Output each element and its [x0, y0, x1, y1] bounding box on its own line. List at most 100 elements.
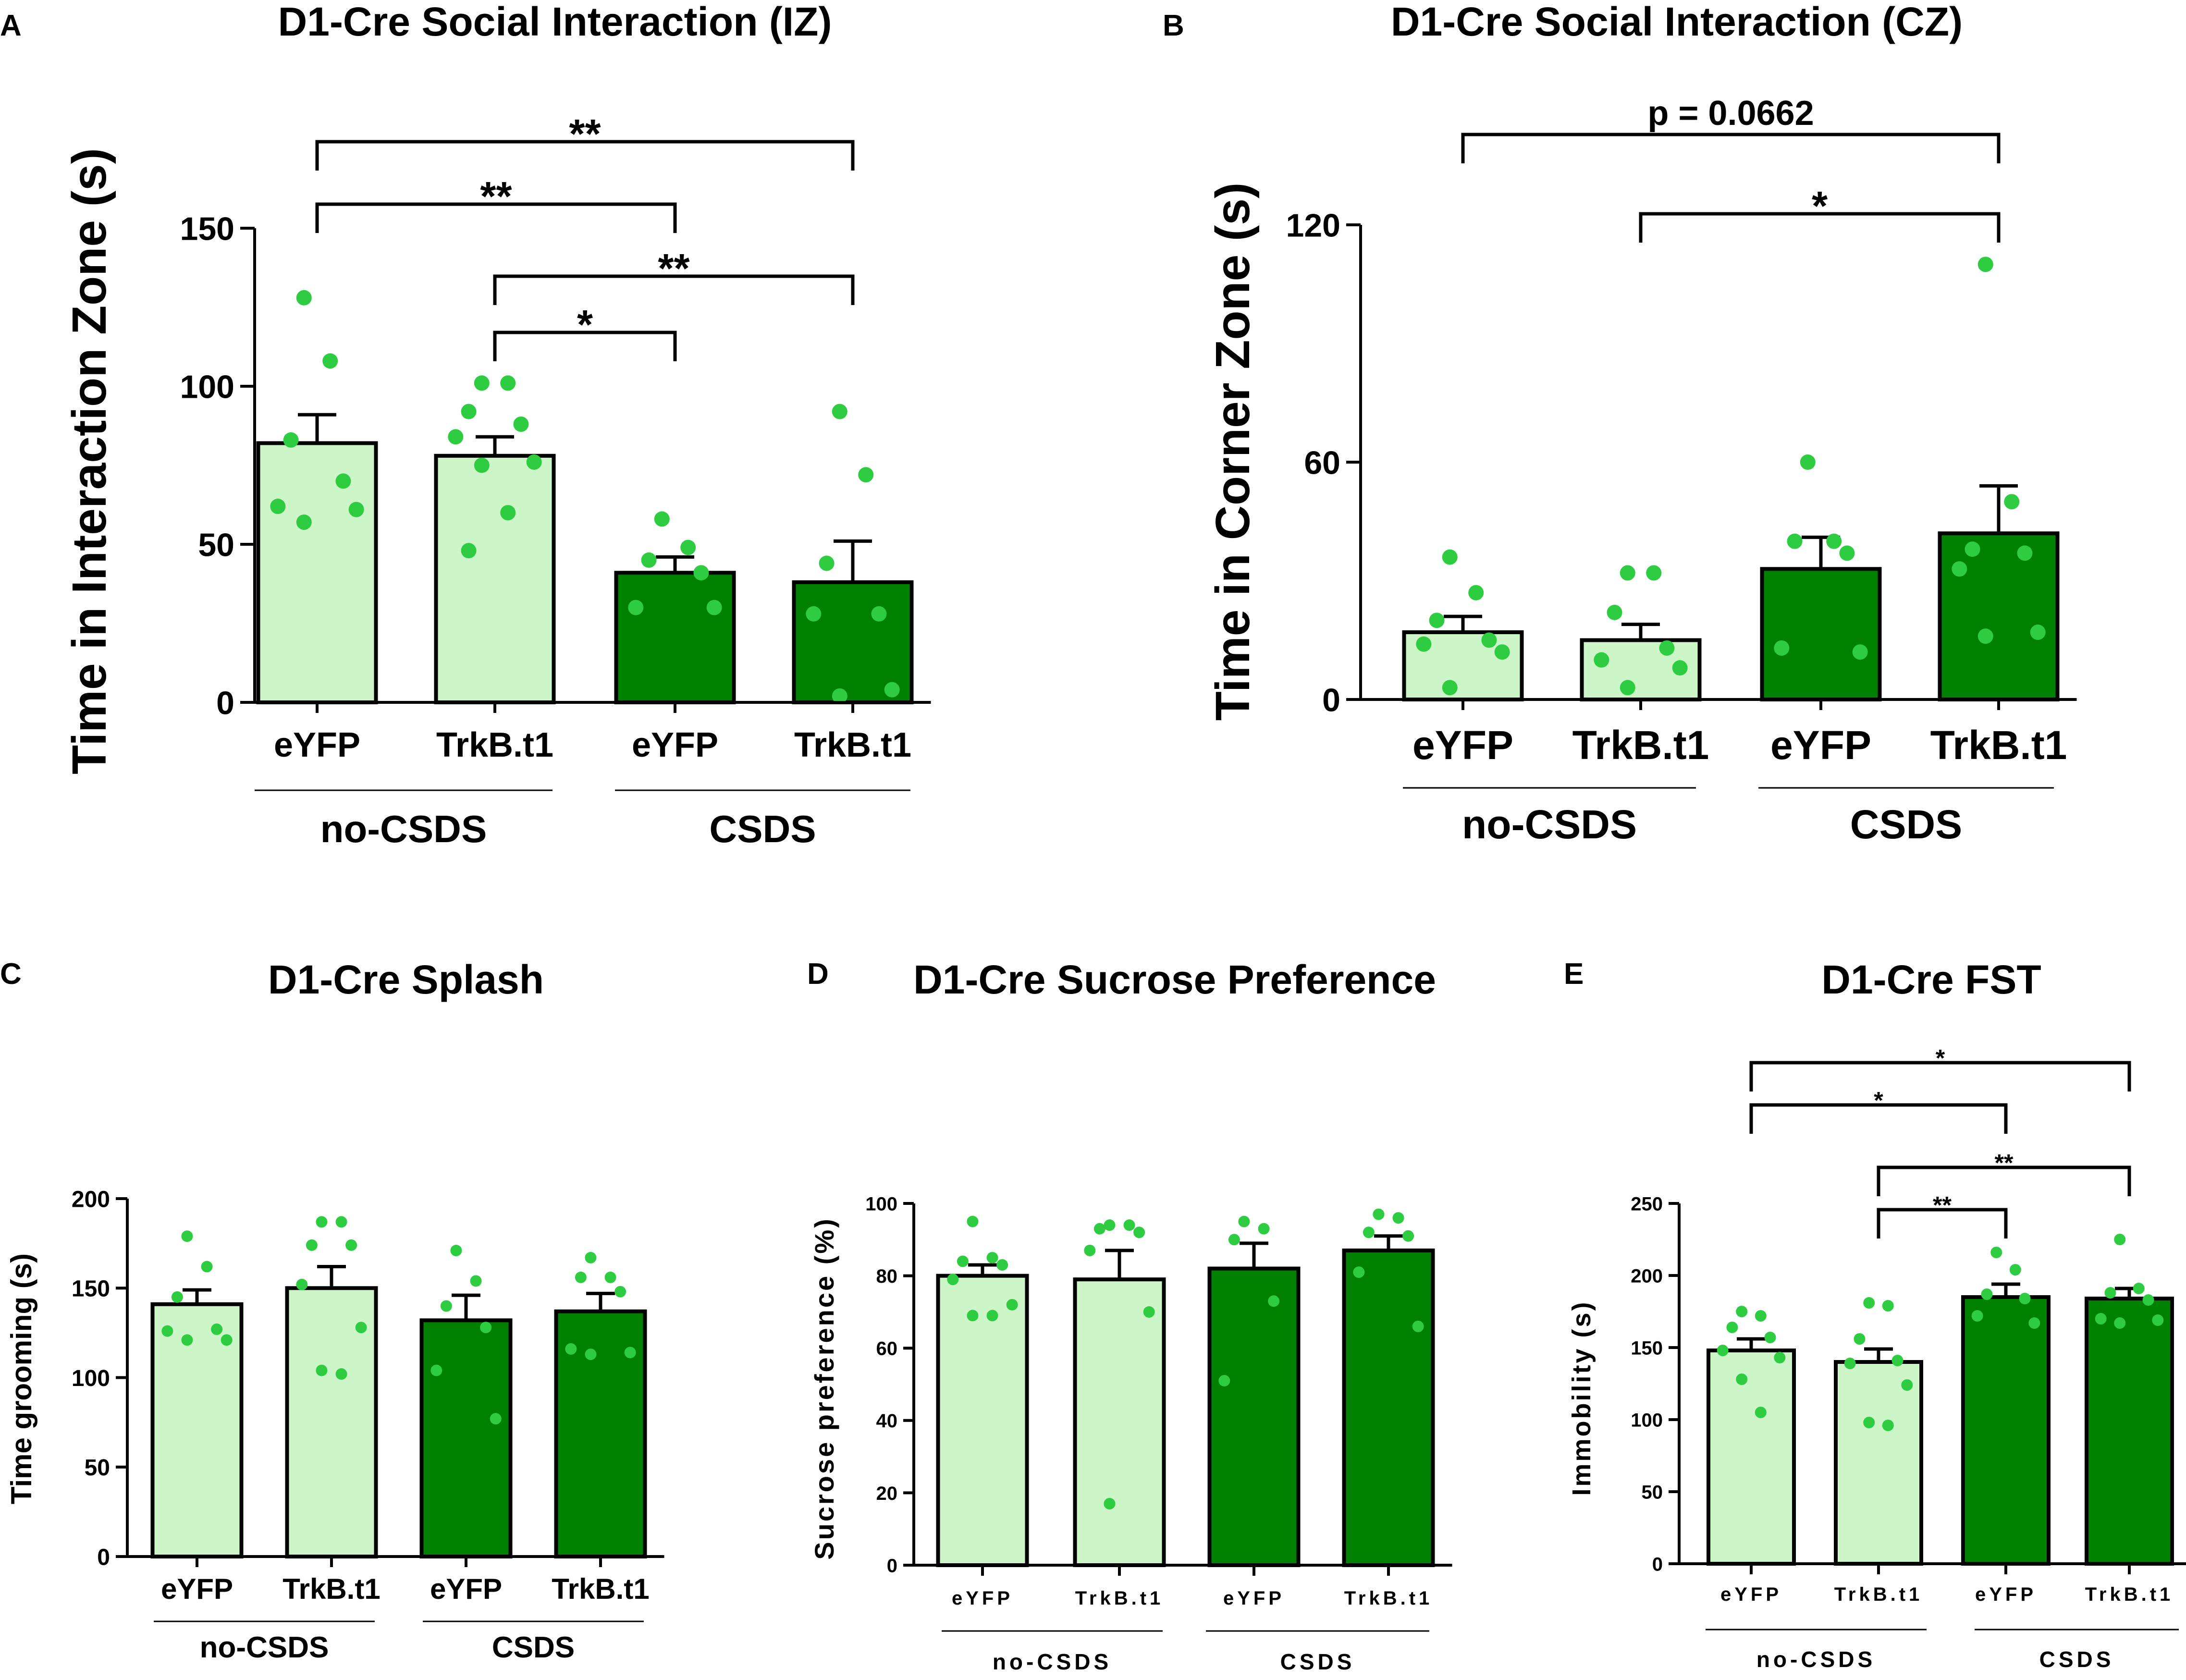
panel-d-title: D1-Cre Sucrose Preference: [913, 957, 1436, 1002]
panel-c-dot: [296, 1278, 308, 1290]
panel-e-dot: [2142, 1294, 2154, 1306]
panel-b-category-label: TrkB.t1: [1572, 723, 1709, 768]
panel-c-dot: [316, 1216, 328, 1228]
panel-e-dot: [1844, 1358, 1856, 1369]
panel-b-dot: [1977, 257, 1993, 272]
panel-b-dot: [1481, 632, 1497, 648]
panel-a-significance-bracket: [315, 202, 677, 233]
panel-d-dot: [1104, 1219, 1116, 1231]
panel-d-bar-3: [1207, 1266, 1301, 1568]
panel-d-dot: [957, 1255, 969, 1267]
panel-c-y-tick-label: 0: [97, 1545, 110, 1570]
panel-a-bar-2: [434, 454, 556, 704]
panel-e-ylabel: Immobility (s): [1567, 1300, 1596, 1496]
panel-a-dot: [628, 600, 644, 615]
panel-e-bar-1: [1707, 1349, 1796, 1566]
panel-c-dot: [490, 1413, 502, 1425]
panel-a-errorbar-4: [834, 539, 872, 582]
panel-e-dot: [1755, 1407, 1767, 1418]
panel-e-dot: [2114, 1234, 2126, 1245]
panel-e-category-label: eYFP: [1975, 1584, 2037, 1605]
panel-a-dot: [322, 353, 338, 369]
panel-b-dot: [1672, 660, 1688, 676]
panel-e-dot: [1774, 1352, 1786, 1363]
panel-e-errorbar-2: [1864, 1347, 1893, 1362]
panel-a-significance-label: **: [569, 111, 601, 157]
panel-c-dot: [355, 1322, 367, 1334]
panel-d-bar-4: [1342, 1248, 1435, 1567]
panel-d-y-tick-label: 100: [865, 1193, 897, 1214]
panel-d-letter: D: [807, 957, 829, 991]
panel-c-group-label: no-CSDS: [200, 1631, 329, 1664]
panel-e-dot: [2095, 1313, 2107, 1324]
panel-b-category-label: eYFP: [1770, 723, 1871, 768]
panel-a-group-label: no-CSDS: [320, 808, 487, 850]
panel-d-dot: [1392, 1212, 1404, 1224]
panel-d-y-tick-label: 40: [876, 1410, 898, 1432]
panel-b-dot: [1442, 680, 1458, 696]
panel-d-errorbar-1: [968, 1263, 997, 1276]
panel-a-significance-bracket: [315, 140, 855, 171]
panel-d-y-tick-label: 0: [887, 1555, 897, 1576]
panel-d-dot: [967, 1215, 979, 1227]
panel-e-dot: [2114, 1317, 2126, 1329]
panel-c-ylabel: Time grooming (s): [5, 1253, 37, 1504]
panel-c-bar-3: [419, 1318, 513, 1559]
panel-e-category-label: TrkB.t1: [1834, 1584, 1923, 1605]
panel-b-dot: [1646, 565, 1662, 581]
panel-c-y-tick-label: 150: [72, 1276, 110, 1302]
panel-c-group-label: CSDS: [492, 1631, 575, 1664]
panel-e: E D1-Cre FST Immobility (s) 0 50 100 150 200…: [1564, 957, 2186, 1672]
panel-a-dot: [461, 543, 477, 559]
panel-a-dot: [832, 688, 847, 704]
panel-b-errorbar-1: [1444, 614, 1482, 633]
panel-b-y-tick-label: 60: [1304, 444, 1340, 481]
panel-c-dot: [440, 1300, 452, 1312]
panel-e-y-tick-label: 100: [1631, 1410, 1663, 1431]
panel-b-y-tick-label: 120: [1286, 207, 1340, 244]
panel-d-dot: [1412, 1321, 1424, 1333]
panel-b-dot: [1594, 652, 1609, 668]
panel-e-dot: [1971, 1310, 1983, 1322]
panel-d-group-label: no-CSDS: [993, 1649, 1112, 1674]
panel-e-significance-bracket: [1749, 1103, 2008, 1134]
panel-c-dot: [624, 1347, 636, 1359]
panel-c-dot: [306, 1239, 318, 1251]
panel-e-y-tick-label: 150: [1631, 1337, 1663, 1359]
panel-d: D D1-Cre Sucrose Preference Sucrose pref…: [807, 957, 1452, 1674]
panel-c-dot: [201, 1261, 213, 1273]
panel-a-dot: [448, 429, 464, 445]
panel-b-letter: B: [1163, 9, 1184, 42]
panel-e-dot: [1717, 1345, 1729, 1356]
panel-d-bar-1: [936, 1274, 1029, 1568]
panel-a: A D1-Cre Social Interaction (IZ) Time in…: [0, 0, 931, 850]
panel-d-dot: [1258, 1223, 1270, 1235]
panel-d-dot: [996, 1259, 1008, 1271]
panel-b-dot: [1620, 680, 1635, 696]
panel-a-y-tick-label: 0: [216, 685, 234, 721]
panel-b-significance-label: p = 0.0662: [1647, 94, 1814, 133]
panel-c-dot: [585, 1251, 597, 1263]
panel-d-dot: [1006, 1299, 1018, 1311]
panel-a-dot: [641, 552, 657, 568]
panel-b-dot: [1952, 561, 1967, 577]
panel-d-dot: [1104, 1497, 1116, 1509]
panel-b-group-label: no-CSDS: [1462, 802, 1637, 847]
panel-d-category-label: eYFP: [952, 1588, 1013, 1609]
panel-b-category-label: TrkB.t1: [1930, 723, 2067, 768]
panel-e-errorbar-1: [1737, 1337, 1766, 1350]
panel-c-category-label: eYFP: [430, 1573, 502, 1605]
panel-b-dot: [1442, 549, 1458, 565]
panel-c-category-label: eYFP: [161, 1573, 233, 1605]
panel-e-dot: [1764, 1332, 1776, 1343]
panel-a-dot: [858, 467, 874, 483]
panel-a-significance-label: *: [577, 302, 593, 348]
panel-b-dot: [1787, 533, 1803, 549]
panel-c-dot: [316, 1364, 328, 1376]
panel-e-y-tick-label: 50: [1642, 1482, 1663, 1503]
panel-e-dot: [2019, 1293, 2031, 1304]
panel-d-category-label: TrkB.t1: [1075, 1588, 1164, 1609]
panel-a-letter: A: [0, 9, 22, 42]
panel-b-significance-bracket: [1639, 212, 2001, 243]
panel-c-dot: [565, 1343, 577, 1355]
